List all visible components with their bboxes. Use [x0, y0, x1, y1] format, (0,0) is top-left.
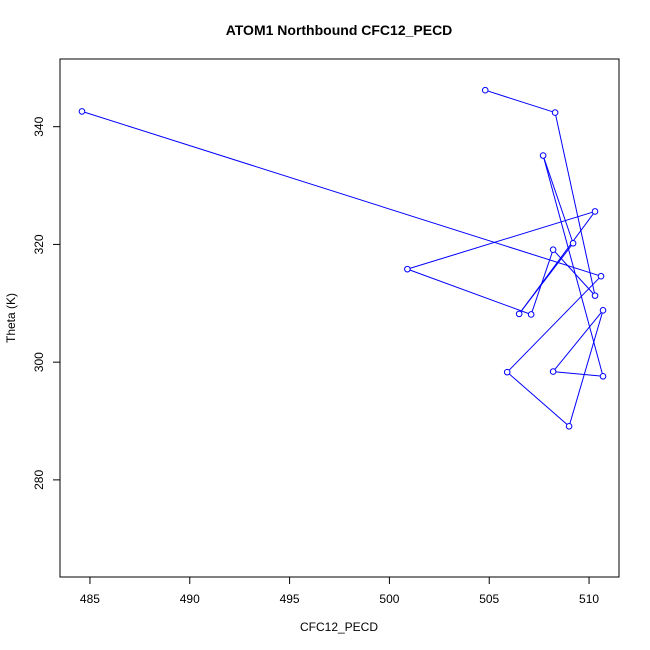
chart-title: ATOM1 Northbound CFC12_PECD [226, 22, 453, 38]
y-tick-label: 300 [32, 352, 46, 372]
series-segment [81, 110, 602, 277]
x-tick-label: 500 [379, 592, 399, 606]
y-axis: 280 300 320 340 [32, 116, 61, 490]
data-point [551, 109, 559, 116]
data-point [78, 108, 86, 115]
x-tick-label: 510 [579, 592, 599, 606]
series-segment [552, 249, 596, 296]
y-tick-label: 320 [32, 234, 46, 254]
data-point [549, 246, 557, 254]
series-points [78, 86, 607, 430]
series-segment [552, 310, 604, 372]
data-point [549, 368, 557, 375]
data-point [503, 368, 511, 376]
series-segment [554, 112, 596, 296]
data-point [515, 310, 523, 318]
series-segment [542, 155, 574, 244]
y-axis-label: Theta (K) [4, 293, 18, 343]
data-point [591, 208, 599, 215]
series-lines [81, 89, 604, 427]
series-segment [568, 310, 604, 427]
x-tick-label: 505 [479, 592, 499, 606]
y-tick-label: 280 [32, 470, 46, 490]
data-point [539, 152, 547, 159]
data-point [599, 372, 607, 380]
x-tick-label: 495 [280, 592, 300, 606]
data-point [565, 423, 573, 430]
data-point [481, 86, 489, 94]
series-segment [485, 89, 556, 114]
data-point [597, 272, 605, 280]
x-tick-label: 490 [180, 592, 200, 606]
series-segment [542, 155, 604, 377]
data-point [569, 239, 577, 247]
series-segment [506, 275, 602, 373]
data-point [591, 292, 599, 299]
data-point [527, 311, 535, 318]
data-point [404, 265, 411, 273]
y-tick-label: 340 [32, 116, 46, 136]
x-axis: 485 490 495 500 505 510 [80, 576, 599, 606]
series-segment [553, 371, 604, 377]
data-point [599, 307, 607, 314]
x-axis-label: CFC12_PECD [300, 620, 378, 634]
series-segment [407, 268, 532, 315]
x-tick-label: 485 [80, 592, 100, 606]
series-segment [518, 211, 596, 315]
series-segment [530, 249, 554, 315]
series-segment [407, 210, 596, 270]
series-segment [506, 371, 570, 427]
plot-frame [59, 58, 620, 578]
